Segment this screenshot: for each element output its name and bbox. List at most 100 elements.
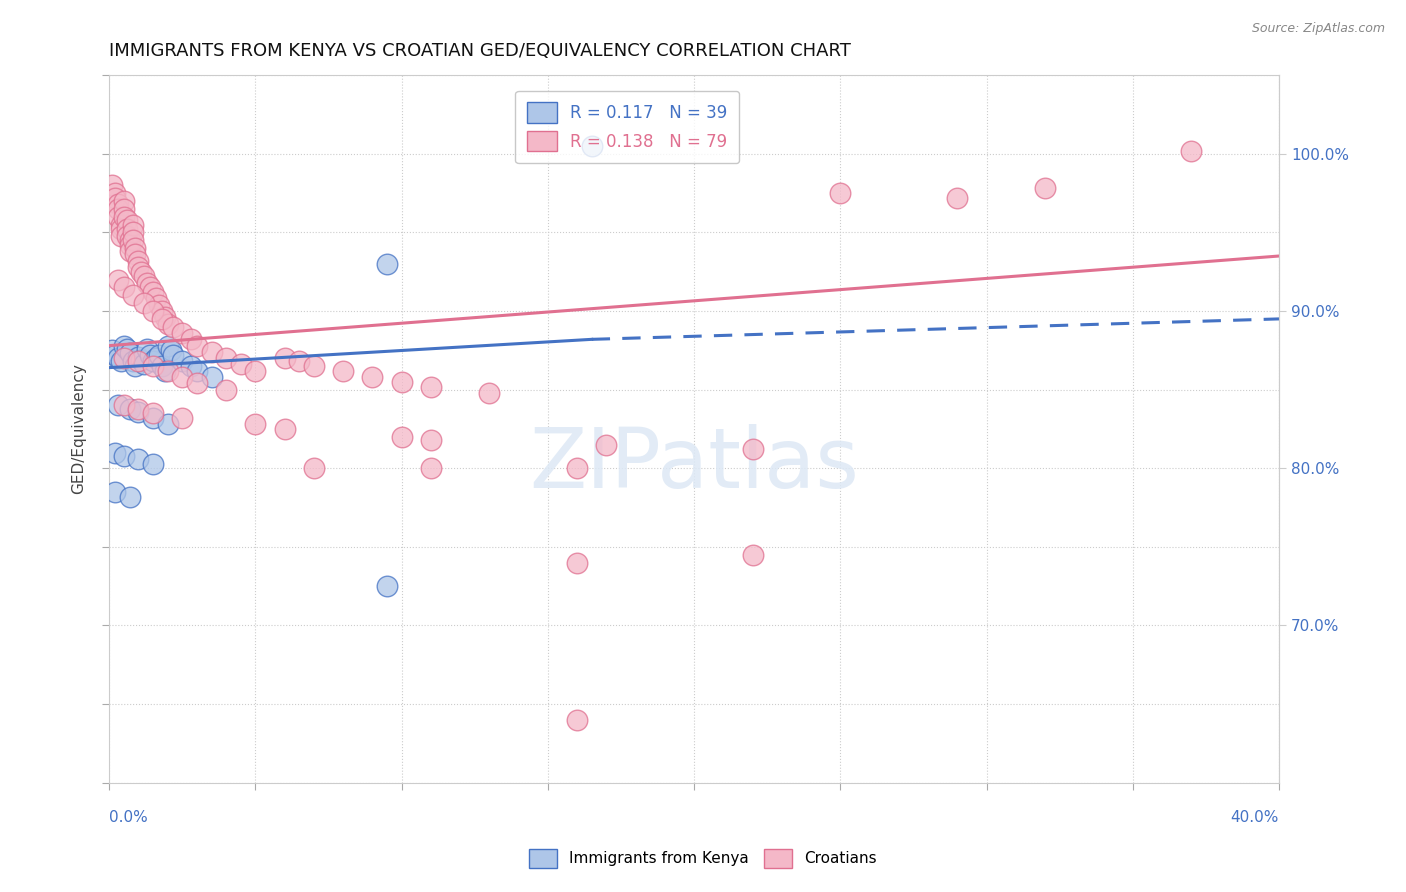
Point bbox=[118, 346, 141, 360]
Text: ZIPatlas: ZIPatlas bbox=[529, 424, 859, 505]
Y-axis label: GED/Equivalency: GED/Equivalency bbox=[72, 364, 86, 494]
Point bbox=[121, 218, 143, 232]
Point bbox=[419, 433, 441, 447]
Point bbox=[565, 461, 588, 475]
Point bbox=[110, 218, 132, 232]
Text: Source: ZipAtlas.com: Source: ZipAtlas.com bbox=[1251, 22, 1385, 36]
Point bbox=[419, 379, 441, 393]
Point bbox=[150, 312, 173, 326]
Point bbox=[124, 359, 146, 373]
Point bbox=[110, 228, 132, 243]
Point bbox=[159, 343, 181, 358]
Point bbox=[127, 260, 149, 274]
Point bbox=[595, 438, 617, 452]
Text: 40.0%: 40.0% bbox=[1230, 810, 1279, 824]
Point bbox=[112, 202, 135, 216]
Point bbox=[302, 359, 325, 373]
Point bbox=[946, 191, 969, 205]
Point bbox=[145, 351, 167, 366]
Point bbox=[150, 359, 173, 373]
Point bbox=[118, 244, 141, 259]
Point bbox=[124, 241, 146, 255]
Point bbox=[200, 345, 222, 359]
Point bbox=[156, 317, 179, 331]
Point bbox=[150, 304, 173, 318]
Point bbox=[127, 401, 149, 416]
Point bbox=[134, 269, 156, 284]
Point bbox=[172, 370, 194, 384]
Point bbox=[142, 285, 165, 300]
Point bbox=[107, 351, 129, 366]
Text: 0.0%: 0.0% bbox=[110, 810, 148, 824]
Point bbox=[581, 139, 603, 153]
Point bbox=[156, 417, 179, 432]
Point bbox=[142, 354, 165, 368]
Point bbox=[134, 358, 156, 372]
Point bbox=[419, 461, 441, 475]
Point bbox=[172, 326, 194, 340]
Point bbox=[162, 348, 184, 362]
Point bbox=[153, 310, 176, 325]
Point bbox=[273, 351, 295, 366]
Point bbox=[112, 194, 135, 208]
Point bbox=[127, 350, 149, 364]
Point bbox=[391, 375, 413, 389]
Point bbox=[302, 461, 325, 475]
Point bbox=[741, 548, 763, 562]
Point bbox=[127, 253, 149, 268]
Point bbox=[156, 364, 179, 378]
Point bbox=[124, 247, 146, 261]
Point bbox=[104, 348, 127, 362]
Text: IMMIGRANTS FROM KENYA VS CROATIAN GED/EQUIVALENCY CORRELATION CHART: IMMIGRANTS FROM KENYA VS CROATIAN GED/EQ… bbox=[110, 42, 851, 60]
Point bbox=[830, 186, 852, 201]
Point bbox=[375, 579, 398, 593]
Point bbox=[115, 342, 138, 356]
Point bbox=[112, 338, 135, 352]
Point bbox=[180, 359, 202, 373]
Point bbox=[142, 406, 165, 420]
Point bbox=[391, 430, 413, 444]
Point bbox=[136, 342, 159, 356]
Point bbox=[361, 370, 384, 384]
Point bbox=[215, 351, 238, 366]
Point bbox=[162, 319, 184, 334]
Point bbox=[142, 457, 165, 471]
Point bbox=[200, 370, 222, 384]
Point bbox=[1180, 144, 1202, 158]
Point bbox=[245, 417, 267, 432]
Point bbox=[142, 304, 165, 318]
Point bbox=[104, 191, 127, 205]
Point bbox=[121, 288, 143, 302]
Point bbox=[1033, 181, 1056, 195]
Point bbox=[112, 351, 135, 366]
Point bbox=[115, 212, 138, 227]
Point bbox=[186, 376, 208, 391]
Point bbox=[107, 197, 129, 211]
Point bbox=[172, 354, 194, 368]
Point bbox=[565, 713, 588, 727]
Point bbox=[107, 272, 129, 286]
Legend: R = 0.117   N = 39, R = 0.138   N = 79: R = 0.117 N = 39, R = 0.138 N = 79 bbox=[515, 91, 740, 163]
Point bbox=[136, 276, 159, 290]
Point bbox=[180, 332, 202, 346]
Point bbox=[118, 401, 141, 416]
Point bbox=[112, 449, 135, 463]
Point bbox=[115, 228, 138, 243]
Point bbox=[107, 398, 129, 412]
Point bbox=[139, 348, 162, 362]
Point bbox=[153, 364, 176, 378]
Point bbox=[127, 405, 149, 419]
Point bbox=[127, 354, 149, 368]
Point bbox=[156, 338, 179, 352]
Point bbox=[115, 222, 138, 236]
Point bbox=[121, 354, 143, 368]
Point bbox=[186, 338, 208, 352]
Point bbox=[118, 238, 141, 252]
Point bbox=[172, 411, 194, 425]
Point bbox=[229, 358, 252, 372]
Point bbox=[112, 280, 135, 294]
Point bbox=[131, 265, 153, 279]
Point bbox=[134, 296, 156, 310]
Point bbox=[741, 442, 763, 457]
Point bbox=[104, 484, 127, 499]
